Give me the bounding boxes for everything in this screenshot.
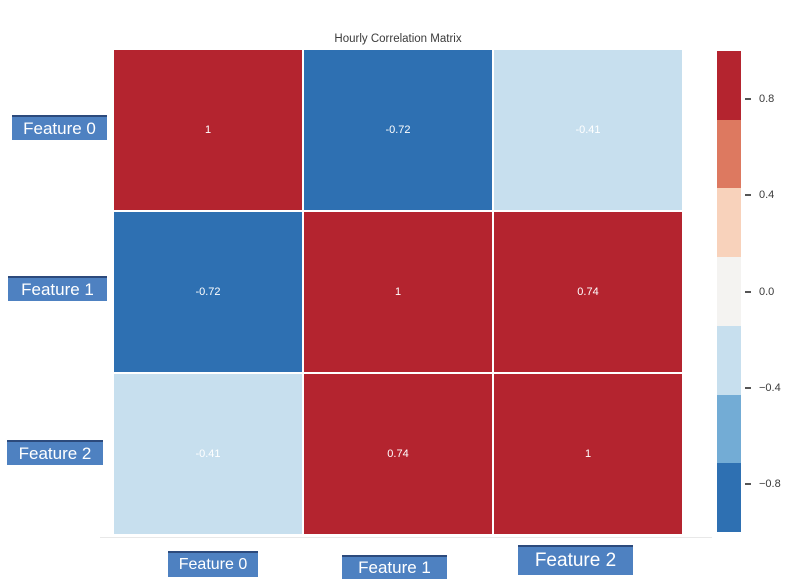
- col-label-feature-0[interactable]: Feature 0: [168, 551, 258, 577]
- row-label-feature-2[interactable]: Feature 2: [7, 440, 103, 465]
- row-label-feature-1[interactable]: Feature 1: [8, 276, 107, 301]
- heatmap-grid: 1 -0.72 -0.41 -0.72 1 0.74 -0.41 0.74 1: [114, 50, 682, 534]
- colorbar-segment: [717, 394, 741, 464]
- colorbar-area: 0.8 0.4 0.0 −0.4 −0.8: [717, 51, 800, 533]
- heatmap-cell: 0.74: [494, 212, 682, 372]
- col-label-feature-2[interactable]: Feature 2: [518, 545, 633, 575]
- colorbar-segment: [717, 119, 741, 189]
- heatmap-cell: -0.72: [304, 50, 492, 210]
- col-label-feature-1[interactable]: Feature 1: [342, 555, 447, 579]
- colorbar-tick-mark: [745, 482, 751, 485]
- colorbar-segment: [717, 257, 741, 326]
- heatmap-cell: 1: [304, 212, 492, 372]
- chart-title: Hourly Correlation Matrix: [334, 33, 462, 45]
- x-axis-line: [100, 537, 712, 538]
- colorbar-tick-mark: [745, 386, 751, 389]
- colorbar-tick-mark: [745, 290, 751, 293]
- heatmap-cell: 1: [114, 50, 302, 210]
- colorbar-tick-label: −0.4: [759, 381, 781, 394]
- colorbar-segment: [717, 463, 741, 533]
- colorbar-segment: [717, 325, 741, 395]
- colorbar-tick-label: −0.8: [759, 477, 781, 490]
- colorbar-segment: [717, 188, 741, 258]
- heatmap-cell: -0.41: [494, 50, 682, 210]
- colorbar-tick-label: 0.0: [759, 285, 775, 298]
- colorbar-tick-mark: [745, 194, 751, 197]
- row-label-feature-0[interactable]: Feature 0: [12, 115, 107, 140]
- colorbar-tick-label: 0.8: [759, 93, 775, 106]
- heatmap-cell: 1: [494, 374, 682, 534]
- colorbar: [717, 51, 741, 533]
- colorbar-segment: [717, 51, 741, 120]
- heatmap-cell: 0.74: [304, 374, 492, 534]
- heatmap-cell: -0.41: [114, 374, 302, 534]
- heatmap-cell: -0.72: [114, 212, 302, 372]
- colorbar-tick-mark: [745, 98, 751, 101]
- colorbar-tick-label: 0.4: [759, 189, 775, 202]
